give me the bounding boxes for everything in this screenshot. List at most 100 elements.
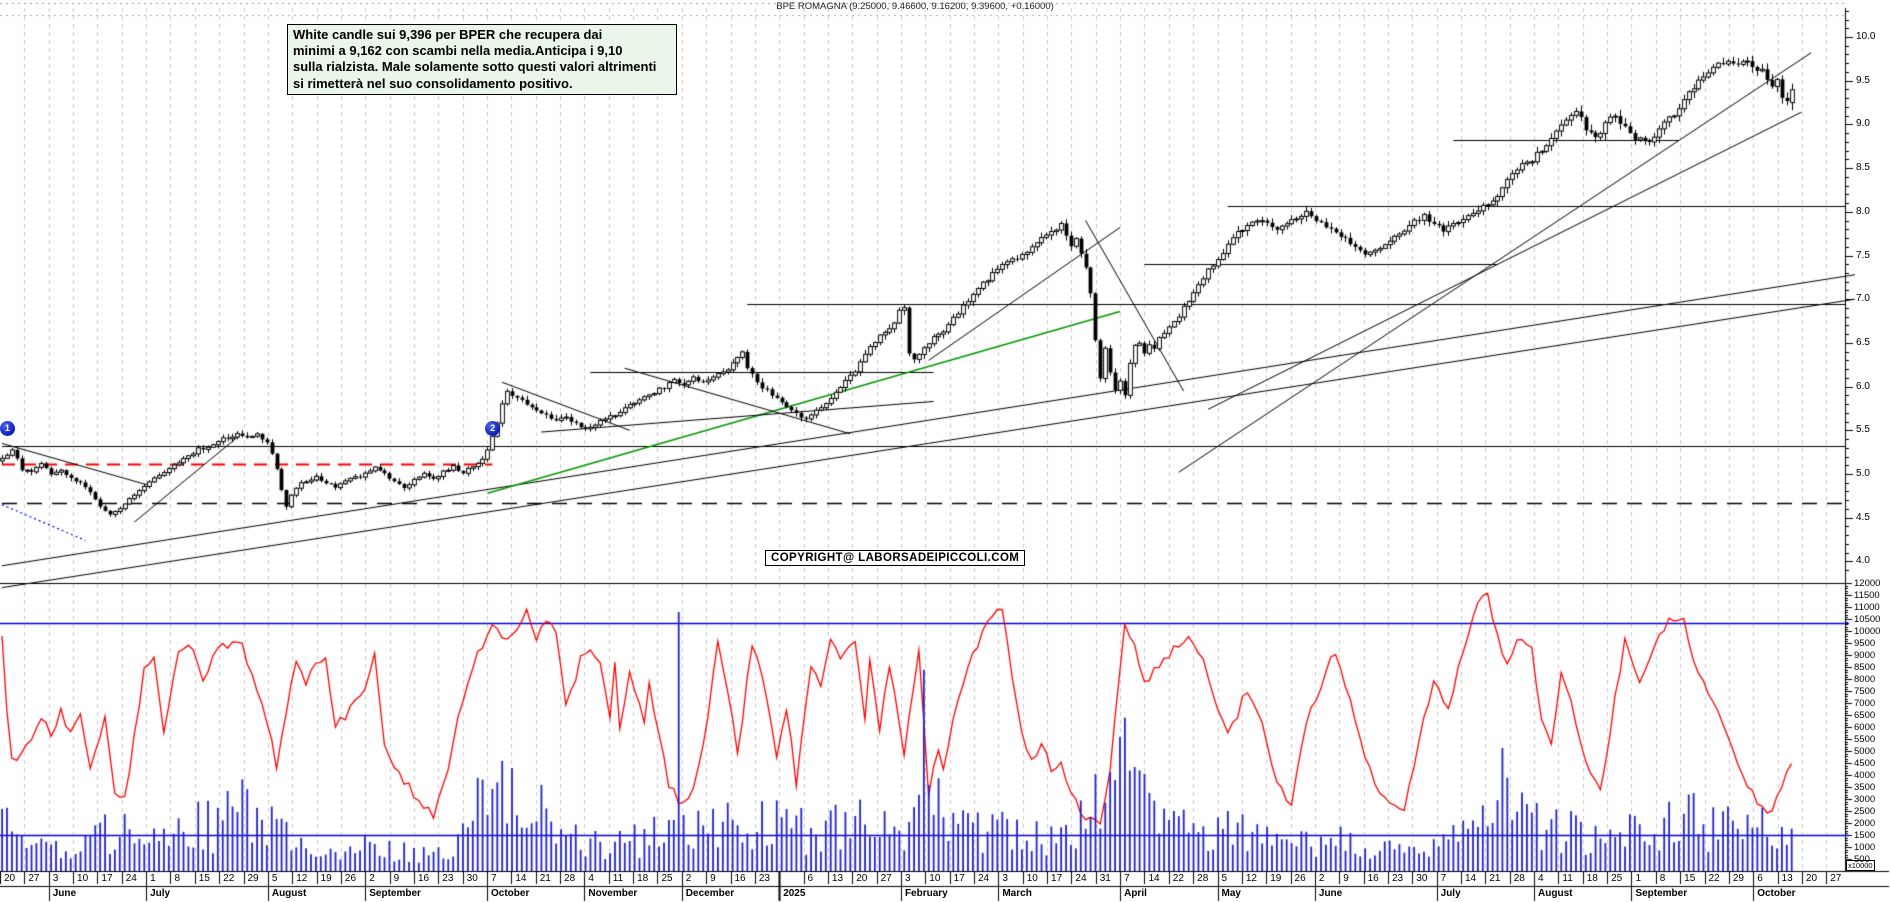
week-label: 13 (1781, 873, 1793, 884)
week-label: 26 (344, 873, 357, 884)
week-label: 7 (1124, 873, 1130, 884)
week-label: 28 (1513, 873, 1525, 884)
week-label: 19 (1270, 873, 1282, 884)
week-label: 16 (417, 873, 430, 884)
price-tick-label: 6.5 (1856, 336, 1870, 348)
annotation-line: sulla rialzista. Male solamente sotto qu… (293, 59, 657, 75)
event-marker-2: 2 (485, 420, 501, 436)
week-label: 8 (1659, 873, 1666, 884)
week-label: 27 (1830, 873, 1842, 884)
week-label: 16 (734, 873, 746, 884)
volume-tick-label: 3500 (1854, 782, 1876, 794)
price-tick-label: 8.0 (1856, 205, 1870, 217)
volume-tick-label: 9000 (1854, 650, 1876, 662)
week-label: 30 (1416, 873, 1428, 884)
week-label: 7 (1440, 873, 1447, 884)
copyright-label: COPYRIGHT@ LABORSADEIPICCOLI.COM (765, 550, 1026, 566)
week-label: 15 (198, 873, 210, 884)
week-label: 24 (125, 873, 137, 884)
week-label: 3 (904, 873, 911, 884)
week-label: 11 (1562, 873, 1573, 884)
week-label: 25 (661, 873, 673, 884)
week-label: 20 (1805, 873, 1818, 884)
price-tick-label: 5.5 (1856, 424, 1870, 436)
volume-tick-label: 11000 (1854, 602, 1880, 614)
annotation-line: White candle sui 9,396 per BPER che recu… (293, 27, 603, 42)
chart-title: BPE ROMAGNA (9.25000, 9.46600, 9.16200, … (776, 1, 1054, 12)
week-label: 30 (466, 873, 478, 884)
week-label: 29 (1732, 873, 1744, 884)
week-label: 22 (1172, 873, 1184, 884)
week-label: 27 (28, 873, 40, 884)
week-label: 11 (612, 873, 624, 884)
week-label: 14 (1465, 873, 1477, 884)
price-tick-label: 7.0 (1856, 293, 1870, 305)
week-label: 17 (101, 873, 113, 884)
month-label: September (1635, 888, 1688, 899)
volume-tick-label: 10500 (1854, 614, 1881, 626)
price-tick-label: 9.5 (1856, 74, 1870, 86)
week-label: 9 (393, 873, 400, 884)
week-label: 20 (856, 873, 868, 884)
week-label: 28 (1197, 873, 1209, 884)
month-label: June (52, 888, 77, 899)
volume-tick-label: 4500 (1854, 758, 1876, 770)
week-label: 5 (271, 873, 278, 884)
week-label: 2 (1318, 873, 1325, 884)
week-label: 12 (1245, 873, 1257, 884)
week-label: 6 (1757, 873, 1763, 884)
week-label: 24 (1075, 873, 1087, 884)
volume-tick-label: 8000 (1854, 674, 1876, 686)
week-label: 10 (77, 873, 89, 884)
volume-tick-label: 4000 (1854, 770, 1876, 782)
month-label: August (1538, 888, 1573, 899)
price-tick-label: 8.5 (1856, 162, 1870, 174)
week-label: 2 (685, 873, 692, 884)
price-tick-label: 5.0 (1856, 468, 1870, 479)
price-tick-label: 4.5 (1856, 511, 1870, 523)
month-label: October (491, 888, 530, 899)
volume-tick-label: 6500 (1854, 710, 1876, 722)
price-tick-label: 9.0 (1856, 118, 1870, 130)
week-label: 17 (1051, 873, 1063, 884)
week-label: 1 (1635, 873, 1641, 884)
month-label: 2025 (783, 888, 806, 899)
week-label: 14 (1148, 873, 1160, 884)
volume-tick-label: 9500 (1854, 638, 1876, 650)
price-tick-label: 10.0 (1856, 31, 1876, 42)
month-label: August (271, 888, 307, 899)
event-marker-1: 1 (0, 420, 15, 436)
week-label: 22 (223, 873, 235, 884)
week-label: 10 (929, 873, 941, 884)
volume-tick-label: 2000 (1854, 818, 1876, 830)
volume-tick-label: 12000 (1854, 578, 1881, 590)
week-label: 23 (758, 873, 770, 884)
week-label: 21 (1489, 873, 1501, 884)
week-label: 4 (1538, 873, 1544, 884)
month-label: December (685, 888, 735, 899)
week-label: 22 (1708, 873, 1720, 884)
price-tick-label: 4.0 (1856, 555, 1870, 567)
week-label: 18 (637, 873, 649, 884)
month-label: June (1318, 888, 1343, 899)
week-label: 12 (296, 873, 308, 884)
week-label: 26 (1294, 873, 1306, 884)
month-label: March (1002, 888, 1032, 899)
week-label: 9 (1343, 873, 1349, 884)
month-label: April (1124, 888, 1147, 899)
week-label: 16 (1367, 873, 1379, 884)
week-label: 5 (1221, 873, 1228, 884)
week-label: 27 (880, 873, 892, 884)
week-label: 17 (953, 873, 965, 884)
week-label: 3 (52, 873, 59, 884)
volume-tick-label: 5500 (1854, 734, 1876, 746)
annotation-box: White candle sui 9,396 per BPER che recu… (287, 24, 677, 95)
month-label: July (1440, 888, 1461, 899)
week-label: 7 (491, 873, 497, 884)
volume-tick-label: 5000 (1854, 746, 1876, 758)
week-label: 29 (247, 873, 259, 884)
week-label: 31 (1099, 873, 1111, 884)
month-label: October (1757, 888, 1796, 899)
